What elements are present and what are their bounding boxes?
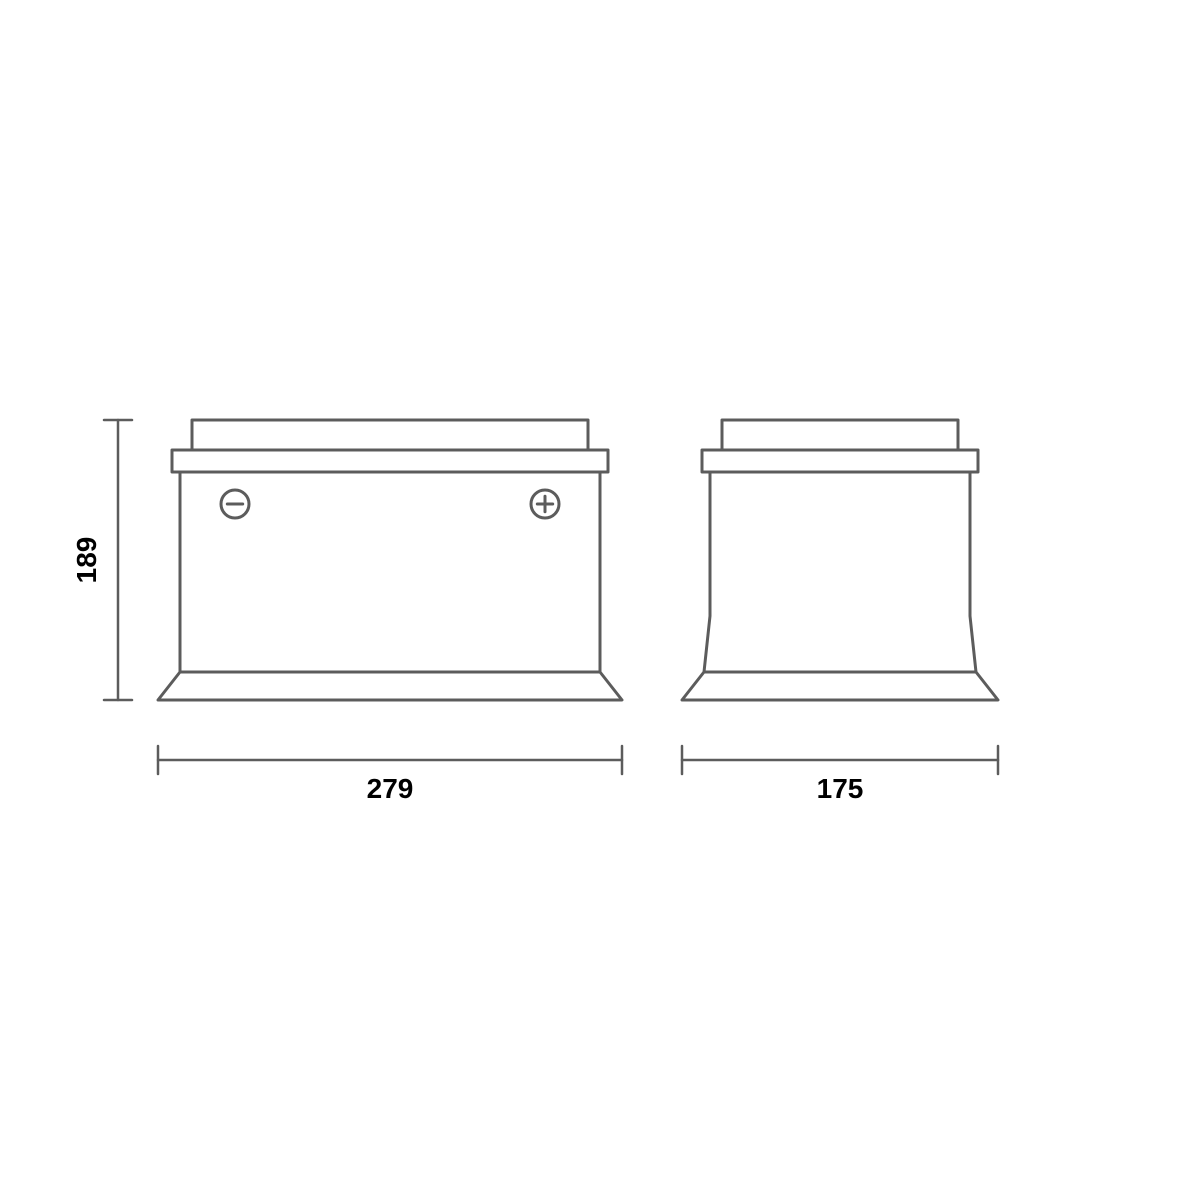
battery-front-view (158, 420, 622, 700)
battery-side-view (682, 420, 998, 700)
positive-terminal-icon (531, 490, 559, 518)
height-label: 189 (71, 537, 102, 584)
length-dimension: 279 (158, 746, 622, 804)
width-label: 175 (817, 773, 864, 804)
height-dimension: 189 (71, 420, 132, 700)
width-dimension: 175 (682, 746, 998, 804)
negative-terminal-icon (221, 490, 249, 518)
battery-dimension-diagram: 189 279 175 (0, 0, 1200, 1200)
length-label: 279 (367, 773, 414, 804)
